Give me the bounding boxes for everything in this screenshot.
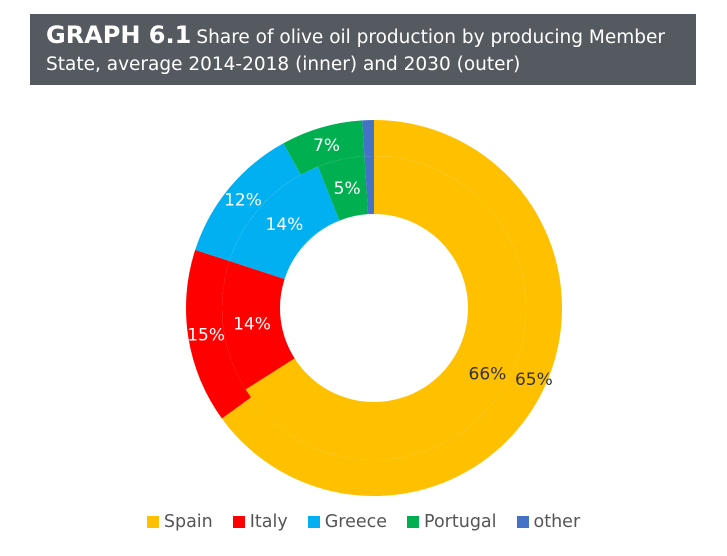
- outer-label-portugal: 7%: [313, 136, 340, 156]
- inner-label-italy: 14%: [233, 314, 271, 334]
- inner-slice-italy: [222, 261, 295, 390]
- outer-slice-italy: [185, 249, 252, 419]
- inner-slice-greece: [229, 166, 340, 279]
- legend-swatch: [232, 516, 245, 528]
- inner-label-portugal: 5%: [334, 179, 361, 199]
- inner-slice-spain: [245, 156, 526, 460]
- legend-swatch: [407, 516, 420, 528]
- inner-slice-other: [364, 156, 374, 215]
- inner-label-greece: 14%: [265, 215, 303, 235]
- legend-item-spain: Spain: [146, 512, 213, 532]
- legend-label: Portugal: [424, 512, 497, 532]
- chart-legend: Spain Italy Greece Portugal other: [0, 512, 727, 532]
- legend-item-portugal: Portugal: [407, 512, 497, 532]
- legend-label: Greece: [324, 512, 388, 532]
- legend-label: other: [533, 512, 581, 532]
- outer-label-italy: 15%: [187, 326, 225, 346]
- legend-swatch: [307, 516, 320, 528]
- outer-slice-greece: [195, 143, 301, 262]
- outer-slice-other: [362, 120, 374, 157]
- legend-item-other: other: [516, 512, 581, 532]
- inner-label-spain: 66%: [469, 365, 507, 385]
- legend-label: Italy: [249, 512, 288, 532]
- outer-label-greece: 12%: [224, 191, 262, 211]
- legend-item-italy: Italy: [232, 512, 288, 532]
- graph-number: GRAPH 6.1: [46, 21, 192, 49]
- legend-item-greece: Greece: [307, 512, 388, 532]
- legend-label: Spain: [163, 512, 213, 532]
- title-banner: GRAPH 6.1 Share of olive oil production …: [30, 14, 696, 85]
- outer-slice-portugal: [283, 120, 365, 175]
- inner-slice-portugal: [318, 156, 369, 221]
- chart-title: Share of olive oil production by produci…: [46, 27, 665, 75]
- legend-swatch: [146, 516, 159, 528]
- legend-swatch: [516, 516, 529, 528]
- outer-label-spain: 65%: [515, 370, 553, 390]
